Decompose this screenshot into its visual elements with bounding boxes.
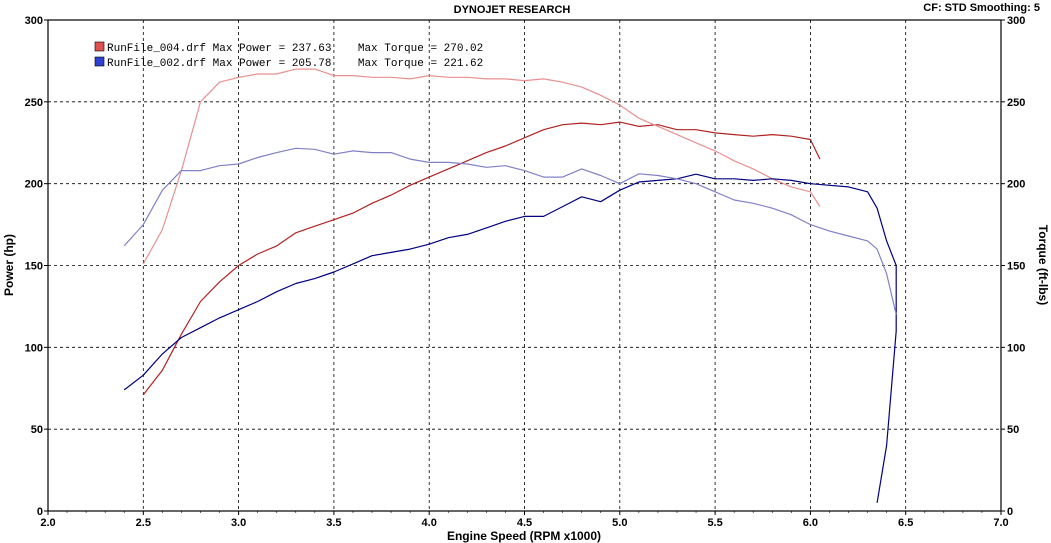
- series-layer: [123, 68, 897, 503]
- legend-swatch-run-004: [94, 41, 105, 52]
- y-tick-label-left: 100: [25, 342, 43, 354]
- x-tick-label: 7.0: [993, 517, 1008, 529]
- x-tick-label: 4.0: [422, 517, 437, 529]
- cf-smoothing-info: CF: STD Smoothing: 5: [923, 2, 1040, 14]
- y-tick-label-left: 50: [31, 424, 43, 436]
- y-tick-label-right: 50: [1007, 424, 1019, 436]
- y-tick-label-right: 300: [1007, 15, 1025, 27]
- y-tick-label-left: 0: [37, 506, 43, 518]
- x-tick-label: 3.0: [231, 517, 246, 529]
- series-line-run-002-power: [123, 173, 897, 503]
- legend-entry-run-004: RunFile_004.drf Max Power = 237.63 Max T…: [107, 43, 483, 55]
- y-tick-label-left: 150: [25, 261, 43, 273]
- y-axis-left-label: Power (hp): [2, 234, 16, 296]
- series-line-run-004-power: [142, 121, 821, 396]
- y-axis-left-ticks: 0 50 100 150 200 250 300: [25, 15, 48, 518]
- chart-title: DYNOJET RESEARCH: [454, 4, 571, 16]
- x-tick-label: 4.5: [517, 517, 532, 529]
- y-tick-label-left: 200: [25, 179, 43, 191]
- x-tick-label: 5.5: [707, 517, 722, 529]
- x-axis-label: Engine Speed (RPM x1000): [447, 529, 601, 543]
- series-line-run-002-torque: [123, 147, 897, 315]
- grid-lines: [48, 20, 1001, 511]
- series-line-run-004-torque: [142, 68, 821, 265]
- x-axis-ticks: 2.0 2.5 3.0 3.5 4.0 4.5 5.0 5.5 6.0 6.5 7.0: [40, 511, 1009, 529]
- x-tick-label: 6.0: [803, 517, 818, 529]
- y-tick-label-right: 0: [1007, 506, 1013, 518]
- x-tick-label: 6.5: [898, 517, 913, 529]
- y-tick-label-right: 100: [1007, 342, 1025, 354]
- legend: RunFile_004.drf Max Power = 237.63 Max T…: [94, 41, 483, 70]
- y-tick-label-right: 200: [1007, 179, 1025, 191]
- x-tick-label: 2.5: [136, 517, 151, 529]
- x-tick-label: 5.0: [612, 517, 627, 529]
- x-tick-label: 2.0: [40, 517, 55, 529]
- legend-entry-run-002: RunFile_002.drf Max Power = 205.78 Max T…: [107, 58, 483, 70]
- legend-swatch-run-002: [94, 56, 105, 67]
- y-axis-right-ticks: 0 50 100 150 200 250 300: [1001, 15, 1025, 518]
- y-axis-right-label: Torque (ft-lbs): [1036, 225, 1050, 305]
- y-tick-label-right: 150: [1007, 261, 1025, 273]
- x-tick-label: 3.5: [326, 517, 341, 529]
- y-tick-label-right: 250: [1007, 97, 1025, 109]
- y-tick-label-left: 250: [25, 97, 43, 109]
- y-tick-label-left: 300: [25, 15, 43, 27]
